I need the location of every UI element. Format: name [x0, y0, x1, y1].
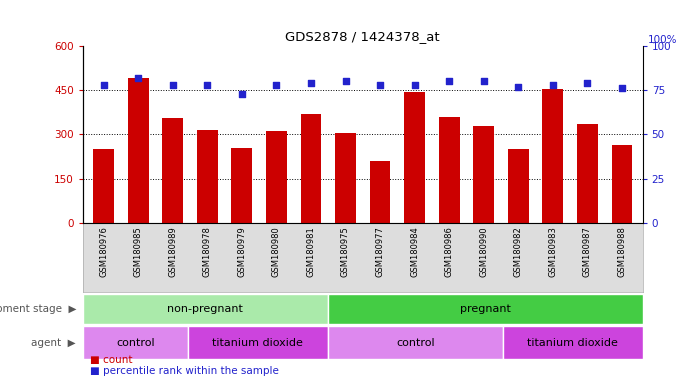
Text: development stage  ▶: development stage ▶: [0, 304, 76, 314]
Text: control: control: [396, 338, 435, 348]
Text: GSM180989: GSM180989: [168, 226, 178, 277]
Point: [133, 75, 144, 81]
Text: GSM180986: GSM180986: [444, 226, 454, 277]
Point: [271, 82, 282, 88]
Point: [478, 78, 489, 84]
Bar: [266, 131, 287, 223]
Bar: [503, 326, 643, 359]
Text: agent  ▶: agent ▶: [31, 338, 76, 348]
Bar: [577, 124, 598, 223]
Bar: [188, 326, 328, 359]
Point: [167, 82, 178, 88]
Bar: [162, 118, 183, 223]
Point: [340, 78, 351, 84]
Text: GSM180981: GSM180981: [306, 226, 316, 277]
Bar: [335, 133, 356, 223]
Point: [375, 82, 386, 88]
Bar: [612, 145, 632, 223]
Bar: [93, 149, 114, 223]
Text: 100%: 100%: [648, 35, 678, 45]
Bar: [83, 294, 328, 324]
Bar: [370, 161, 390, 223]
Point: [202, 82, 213, 88]
Text: pregnant: pregnant: [460, 304, 511, 314]
Point: [616, 85, 627, 91]
Text: GSM180975: GSM180975: [341, 226, 350, 277]
Bar: [473, 126, 494, 223]
Bar: [328, 326, 503, 359]
Bar: [328, 294, 643, 324]
Bar: [128, 78, 149, 223]
Text: titanium dioxide: titanium dioxide: [527, 338, 618, 348]
Bar: [197, 130, 218, 223]
Point: [236, 91, 247, 97]
Bar: [508, 149, 529, 223]
Text: GSM180979: GSM180979: [237, 226, 247, 277]
Text: GSM180985: GSM180985: [133, 226, 143, 277]
Text: GSM180990: GSM180990: [479, 226, 489, 277]
Point: [305, 80, 316, 86]
Text: GSM180988: GSM180988: [617, 226, 627, 277]
Text: control: control: [116, 338, 155, 348]
Point: [582, 80, 593, 86]
Bar: [404, 92, 425, 223]
Text: ■ count: ■ count: [90, 355, 133, 365]
Point: [98, 82, 109, 88]
Point: [444, 78, 455, 84]
Text: GSM180982: GSM180982: [513, 226, 523, 277]
Text: GSM180984: GSM180984: [410, 226, 419, 277]
Point: [409, 82, 420, 88]
Text: non-pregnant: non-pregnant: [167, 304, 243, 314]
Text: GSM180976: GSM180976: [99, 226, 108, 277]
Text: titanium dioxide: titanium dioxide: [212, 338, 303, 348]
Bar: [542, 89, 563, 223]
Text: ■ percentile rank within the sample: ■ percentile rank within the sample: [90, 366, 278, 376]
Bar: [231, 147, 252, 223]
Text: GSM180977: GSM180977: [375, 226, 385, 277]
Text: GSM180978: GSM180978: [202, 226, 212, 277]
Bar: [301, 114, 321, 223]
Text: GSM180983: GSM180983: [548, 226, 558, 277]
Point: [547, 82, 558, 88]
Point: [513, 84, 524, 90]
Text: GSM180980: GSM180980: [272, 226, 281, 277]
Text: GSM180987: GSM180987: [583, 226, 592, 277]
Bar: [83, 326, 188, 359]
Bar: [439, 117, 460, 223]
Title: GDS2878 / 1424378_at: GDS2878 / 1424378_at: [285, 30, 440, 43]
